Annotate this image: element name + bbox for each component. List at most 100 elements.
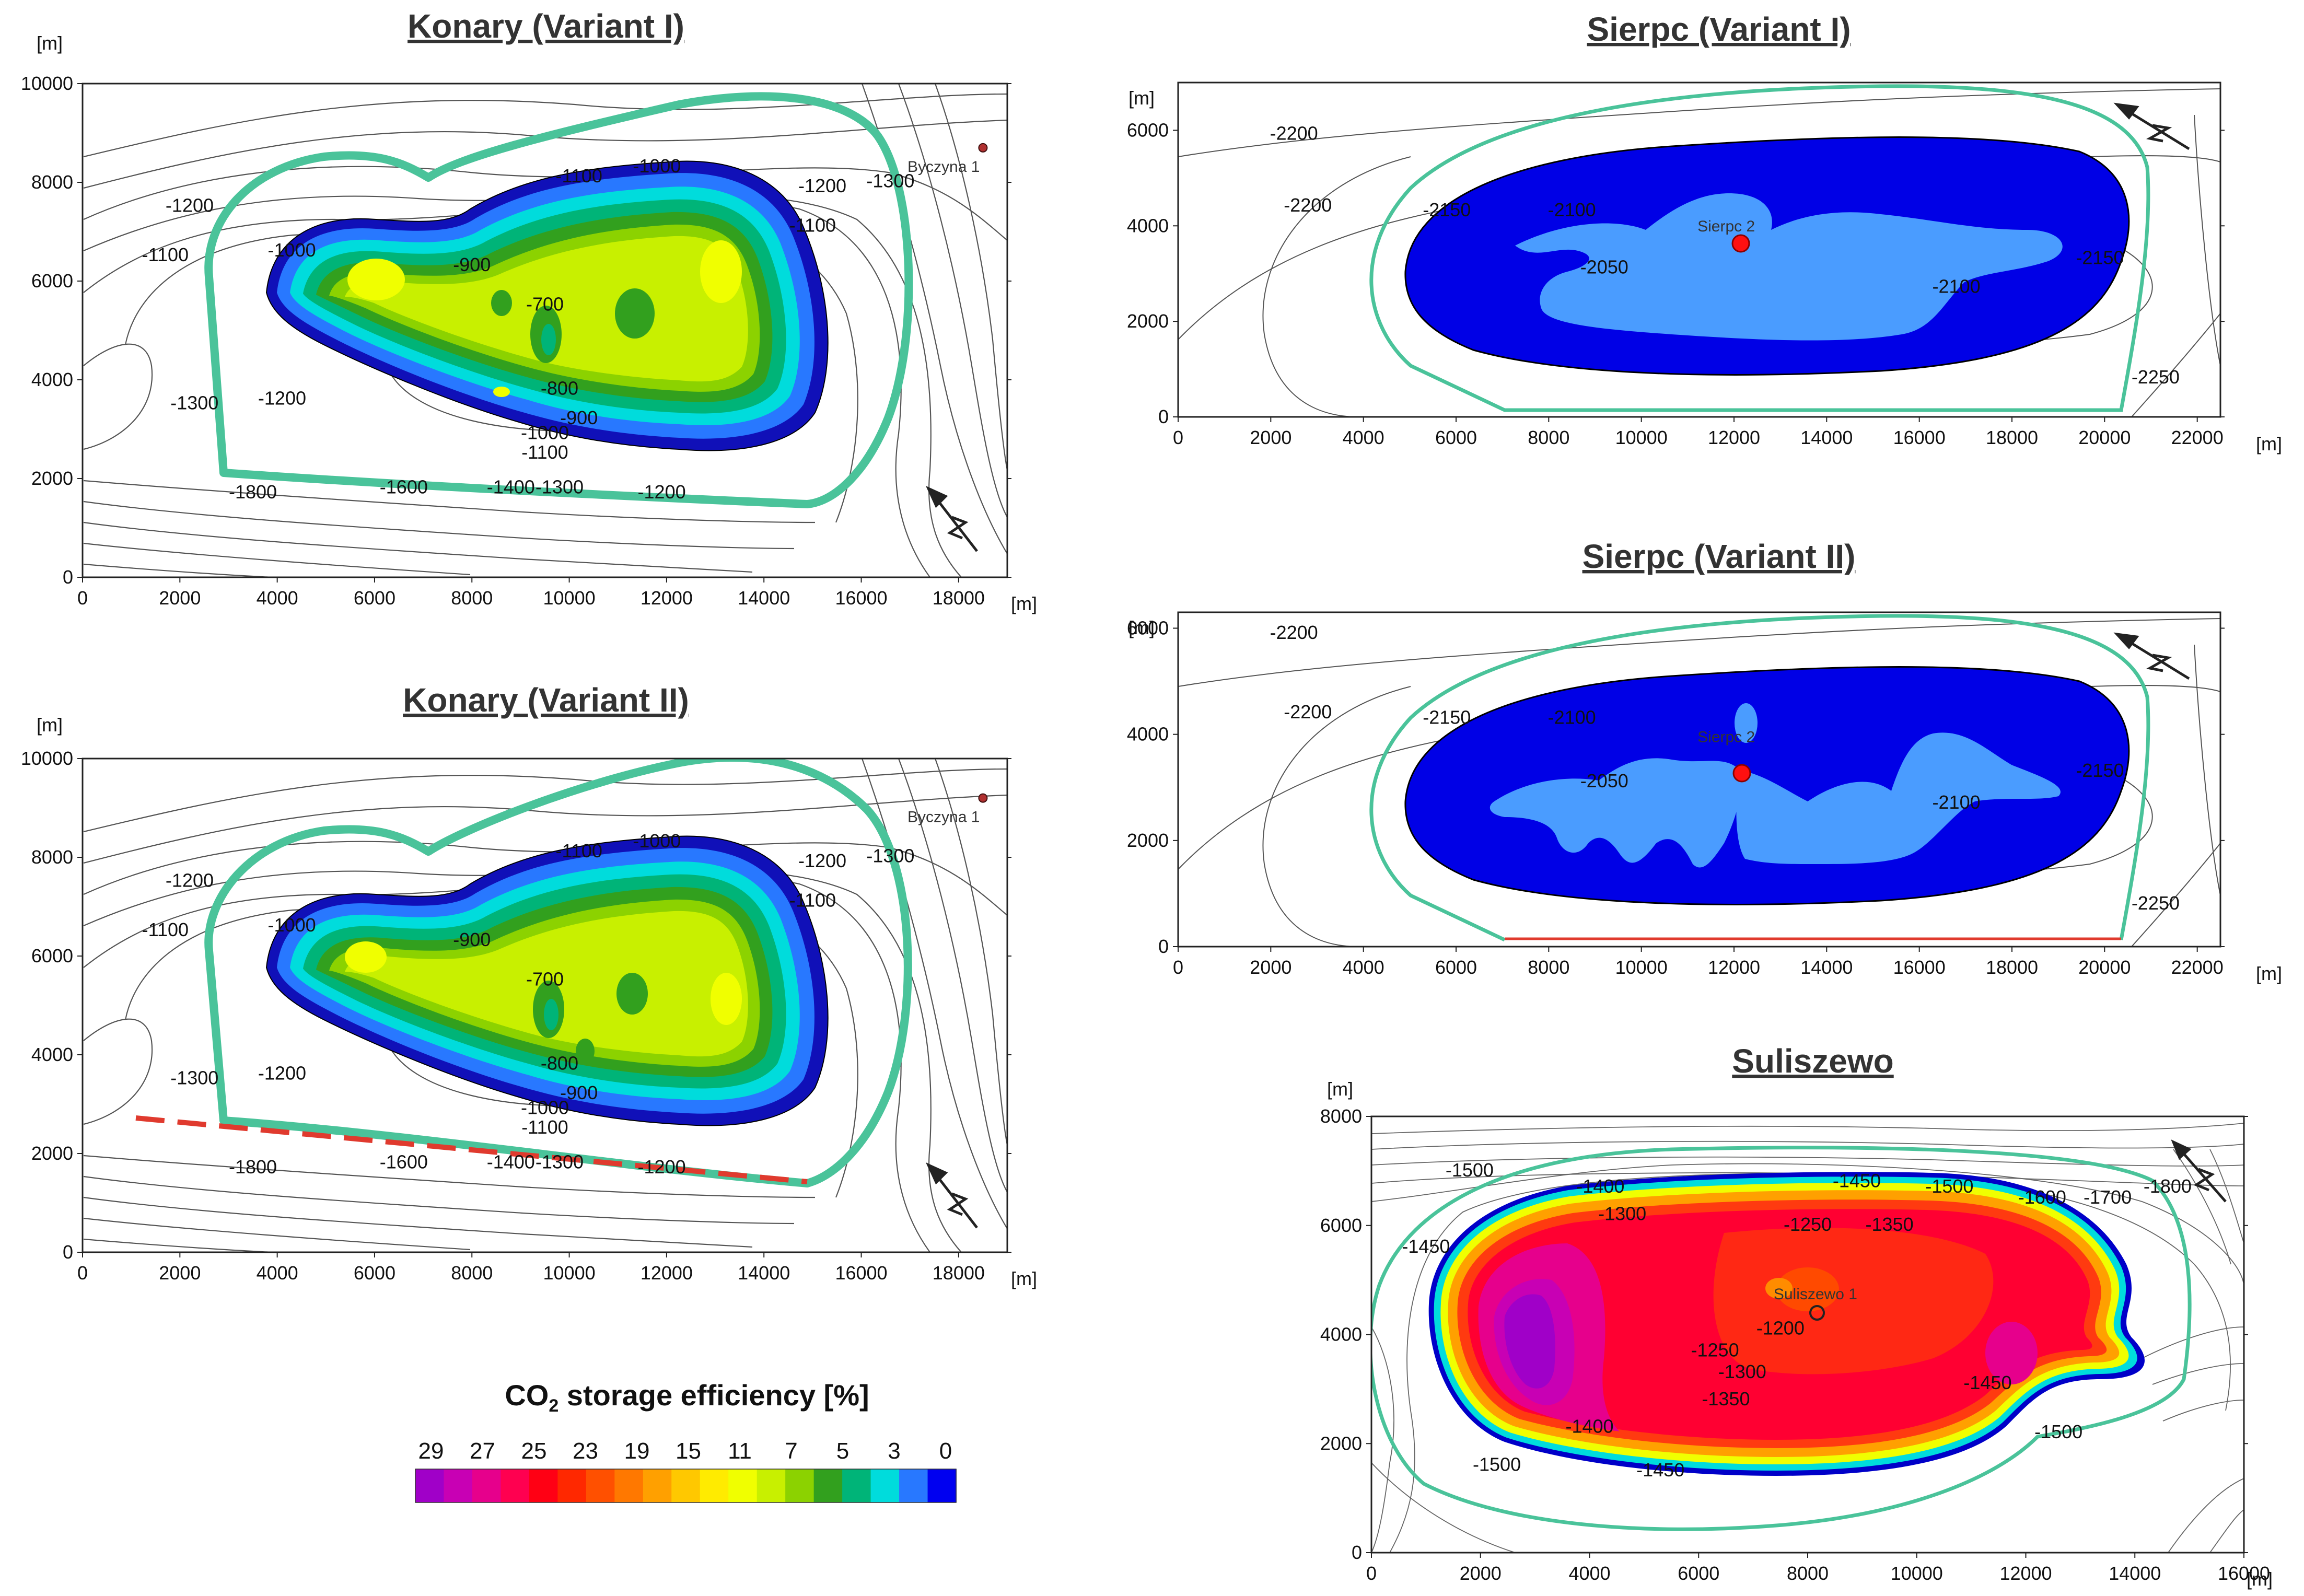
x-tick-label: 14000 [1800,427,1853,448]
legend-swatch [899,1469,928,1502]
y-unit-label: [m] [37,714,63,736]
x-unit-label: [m] [1011,593,1037,614]
legend-swatch [614,1469,644,1502]
contour-label: -1250 [1784,1214,1832,1235]
well-marker [978,143,988,153]
x-tick-label: 12000 [1708,427,1760,448]
contour-label: -1000 [521,422,569,443]
contour-label: -1450 [1636,1459,1684,1481]
contour-label: -1300 [1718,1361,1766,1382]
x-tick-label: 8000 [451,1262,493,1284]
efficiency-field [1404,136,2130,376]
contour-label: -2250 [2132,892,2180,914]
wells: Byczyna 1 [907,793,988,826]
x-tick-label: 10000 [1615,957,1668,978]
contour-label: -1400 [487,476,535,497]
contour-label: -1800 [2144,1175,2192,1197]
boundary-line [1369,614,2150,942]
contour-label: -1100 [142,919,189,940]
contour-label: -1100 [556,840,602,861]
north-arrow [925,1162,978,1229]
efficiency-field [265,160,829,451]
north-arrow [2113,102,2190,150]
contour-label: -1200 [798,850,846,871]
legend-swatch [700,1469,729,1502]
x-tick-label: 18000 [933,587,985,609]
contour-label: -900 [560,1082,598,1103]
contour-label: -1200 [1756,1318,1805,1339]
legend-swatch [842,1469,871,1502]
wells: Suliszewo 1 [1774,1286,1857,1303]
fault-line [135,1115,808,1184]
panel-sierpc-variant-1: Sierpc (Variant I) [m] [m] [1127,10,2282,455]
contour-label: -2200 [1270,123,1318,144]
north-arrow [2113,632,2190,680]
panel-title: Sierpc (Variant II) [1582,538,1856,575]
contour-label: -1200 [638,1156,686,1178]
x-tick-label: 2000 [1250,427,1291,448]
y-tick-label: 2000 [1127,830,1169,851]
y-tick-label: 10000 [21,73,73,94]
legend-swatch [501,1469,530,1502]
contour-label: -800 [541,377,578,399]
x-tick-label: 6000 [354,1262,395,1284]
contour-label: -2100 [1548,199,1596,220]
x-tick-label: 14000 [738,1262,790,1284]
depth-contours [1371,1123,2244,1553]
x-tick-label: 12000 [641,587,693,609]
legend-swatch [444,1469,473,1502]
legend-swatch [643,1469,672,1502]
legend-swatches [415,1469,957,1502]
legend-swatch [927,1469,957,1502]
contour-label: -1300 [170,392,218,414]
contour-label: -1100 [789,890,836,911]
x-tick-label: 2000 [1250,957,1291,978]
contour-label: -1200 [798,175,846,196]
x-tick-label: 8000 [1787,1563,1829,1584]
legend-swatch [415,1469,445,1502]
contour-label: -1000 [633,155,681,177]
contour-label: -1100 [142,244,189,265]
legend-swatch [785,1469,814,1502]
legend-title-rest: storage efficiency [%] [558,1379,869,1412]
x-tick-label: 16000 [1893,957,1946,978]
y-axis: 0 2000 4000 6000 8000 10000 [21,73,1011,588]
contour-label: -1200 [166,870,214,891]
x-tick-label: 0 [77,1262,88,1284]
contour-label: -1300 [170,1067,218,1089]
panel-title: Konary (Variant I) [408,7,684,45]
x-tick-label: 8000 [1528,427,1569,448]
boundary-line [1369,84,2150,412]
panel-suliszewo: Suliszewo [m] [m] [1320,1042,2273,1590]
north-arrow [2171,1139,2227,1203]
contour-label: -1300 [866,845,914,866]
x-tick-label: 10000 [1891,1563,1943,1584]
y-unit-label: [m] [37,32,63,54]
contour-label: -900 [453,254,491,275]
contour-labels: -1100-1200-1000-900-700-800-900-1000-110… [142,155,915,503]
x-tick-label: 12000 [641,1262,693,1284]
x-axis: 0 2000 4000 6000 8000 10000 12000 14000 16000 180… [1173,417,2224,448]
well-label: Suliszewo 1 [1774,1286,1857,1303]
contour-label: -1350 [1866,1214,1914,1235]
colorbar-legend: CO2 storage efficiency [%] 29 27 25 23 19 15 1… [415,1379,957,1503]
contour-label: -900 [560,407,598,428]
x-tick-label: 6000 [354,587,395,609]
legend-tick-label: 25 [521,1438,547,1464]
contour-label: -1100 [556,165,602,187]
x-tick-label: 18000 [1986,427,2038,448]
contour-label: -1200 [258,387,306,409]
y-tick-label: 6000 [1127,119,1169,141]
y-tick-label: 6000 [31,270,73,292]
contour-label: -1000 [633,830,681,852]
x-tick-label: 6000 [1435,957,1477,978]
y-axis: 0 2000 4000 6000 8000 10000 [21,748,1011,1263]
y-tick-label: 2000 [31,1143,73,1164]
contour-label: -1500 [1925,1175,1973,1197]
wells: Sierpc 2 [1697,728,1755,745]
x-tick-label: 14000 [738,587,790,609]
contour-label: -2050 [1580,770,1628,791]
x-tick-label: 8000 [451,587,493,609]
x-tick-label: 4000 [1343,427,1384,448]
